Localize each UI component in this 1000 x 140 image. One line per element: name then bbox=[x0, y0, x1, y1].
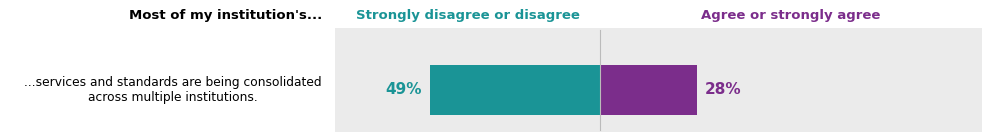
Bar bbox=[335, 28, 982, 132]
Text: Strongly disagree or disagree: Strongly disagree or disagree bbox=[356, 10, 579, 23]
Text: Most of my institution's...: Most of my institution's... bbox=[129, 10, 322, 23]
Bar bbox=[430, 65, 600, 115]
Bar bbox=[600, 65, 697, 115]
Text: 49%: 49% bbox=[385, 82, 422, 97]
Text: ...services and standards are being consolidated
across multiple institutions.: ...services and standards are being cons… bbox=[24, 76, 322, 104]
Text: 28%: 28% bbox=[705, 82, 742, 97]
Text: Agree or strongly agree: Agree or strongly agree bbox=[701, 10, 881, 23]
